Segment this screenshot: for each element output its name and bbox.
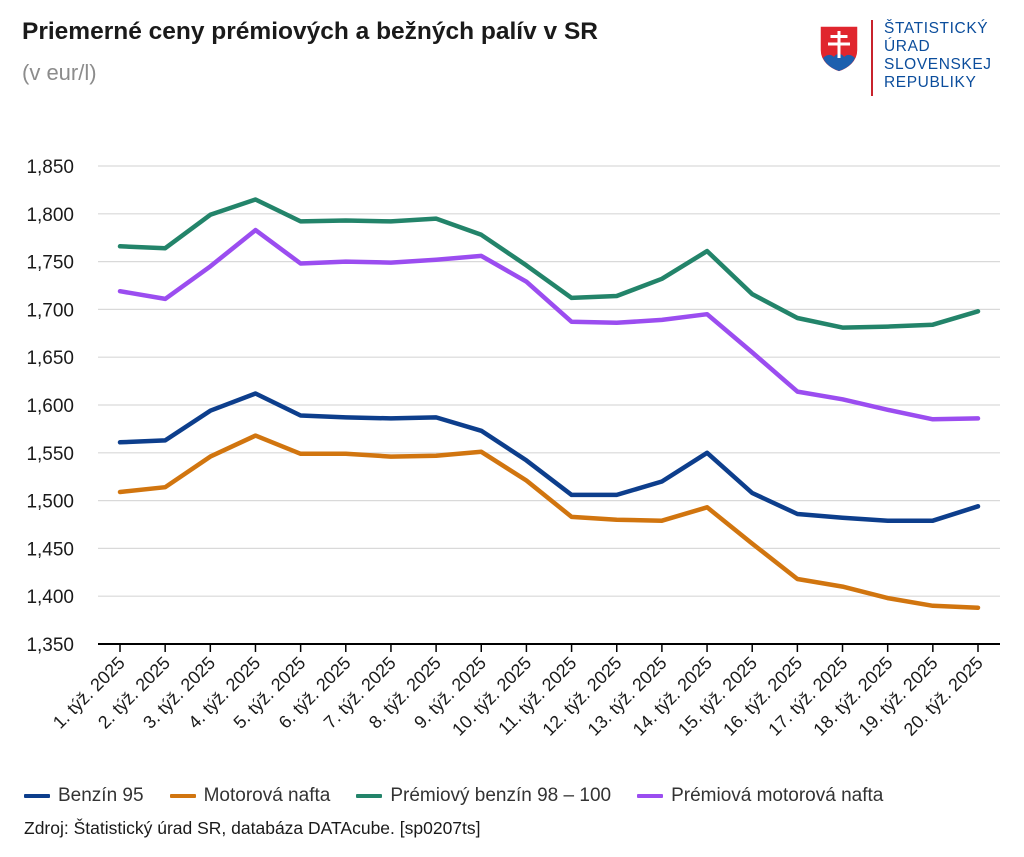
- logo-line-1: ŠTATISTICKÝ: [884, 20, 989, 37]
- series-line-motorov-nafta: [117, 433, 981, 610]
- series-line-pr-miov-benz-n-98-100: [117, 197, 981, 330]
- legend-label: Benzín 95: [58, 785, 144, 806]
- y-tick-label: 1,650: [26, 348, 74, 369]
- y-tick-label: 1,350: [26, 635, 74, 656]
- statistical-office-logo: ŠTATISTICKÝ ÚRAD SLOVENSKEJ REPUBLIKY: [818, 18, 1008, 98]
- legend-item-premiovy-benzin: Prémiový benzín 98 – 100: [356, 785, 611, 807]
- y-tick-label: 1,600: [26, 396, 74, 417]
- legend-swatch: [169, 794, 196, 798]
- y-tick-label: 1,450: [26, 539, 74, 560]
- slovak-coat-of-arms-icon: [819, 25, 859, 73]
- legend-swatch: [356, 794, 383, 798]
- y-tick-label: 1,750: [26, 253, 74, 274]
- logo-text: ŠTATISTICKÝ ÚRAD SLOVENSKEJ REPUBLIKY: [884, 20, 992, 92]
- y-tick-label: 1,550: [26, 444, 74, 465]
- legend: Benzín 95 Motorová nafta Prémiový benzín…: [24, 784, 909, 808]
- logo-divider: [871, 20, 873, 96]
- y-tick-label: 1,800: [26, 205, 74, 226]
- legend-swatch: [24, 794, 50, 798]
- legend-label: Prémiový benzín 98 – 100: [390, 785, 612, 806]
- y-tick-label: 1,700: [26, 300, 74, 321]
- y-tick-label: 1,850: [26, 157, 74, 178]
- gridlines: [98, 165, 1000, 597]
- y-tick-label: 1,500: [26, 492, 74, 513]
- line-chart: 1,350 1,400 1,450 1,500 1,550 1,600 1,650 1,700…: [26, 157, 1000, 740]
- logo-line-2: ÚRAD: [884, 38, 931, 55]
- legend-label: Motorová nafta: [203, 785, 331, 806]
- legend-item-benzin-95: Benzín 95: [24, 785, 144, 807]
- logo-line-4: REPUBLIKY: [884, 74, 977, 91]
- y-axis: 1,350 1,400 1,450 1,500 1,550 1,600 1,650 1,700…: [26, 157, 74, 656]
- legend-item-premiova-nafta: Prémiová motorová nafta: [637, 785, 883, 807]
- series-line-benz-n-95: [117, 391, 981, 523]
- logo-line-3: SLOVENSKEJ: [884, 56, 992, 73]
- x-tick-label: 20. týž. 2025: [900, 653, 987, 740]
- series-lines: [117, 197, 981, 610]
- legend-swatch: [637, 794, 664, 798]
- source-note: Zdroj: Štatistický úrad SR, databáza DAT…: [24, 818, 481, 838]
- chart-subtitle: (v eur/l): [22, 60, 97, 85]
- series-line-pr-miov-motorov-nafta: [117, 227, 981, 422]
- legend-label: Prémiová motorová nafta: [671, 785, 884, 806]
- legend-item-motorova-nafta: Motorová nafta: [169, 785, 331, 807]
- y-tick-label: 1,400: [26, 587, 74, 608]
- chart-title: Priemerné ceny prémiových a bežných palí…: [22, 18, 599, 45]
